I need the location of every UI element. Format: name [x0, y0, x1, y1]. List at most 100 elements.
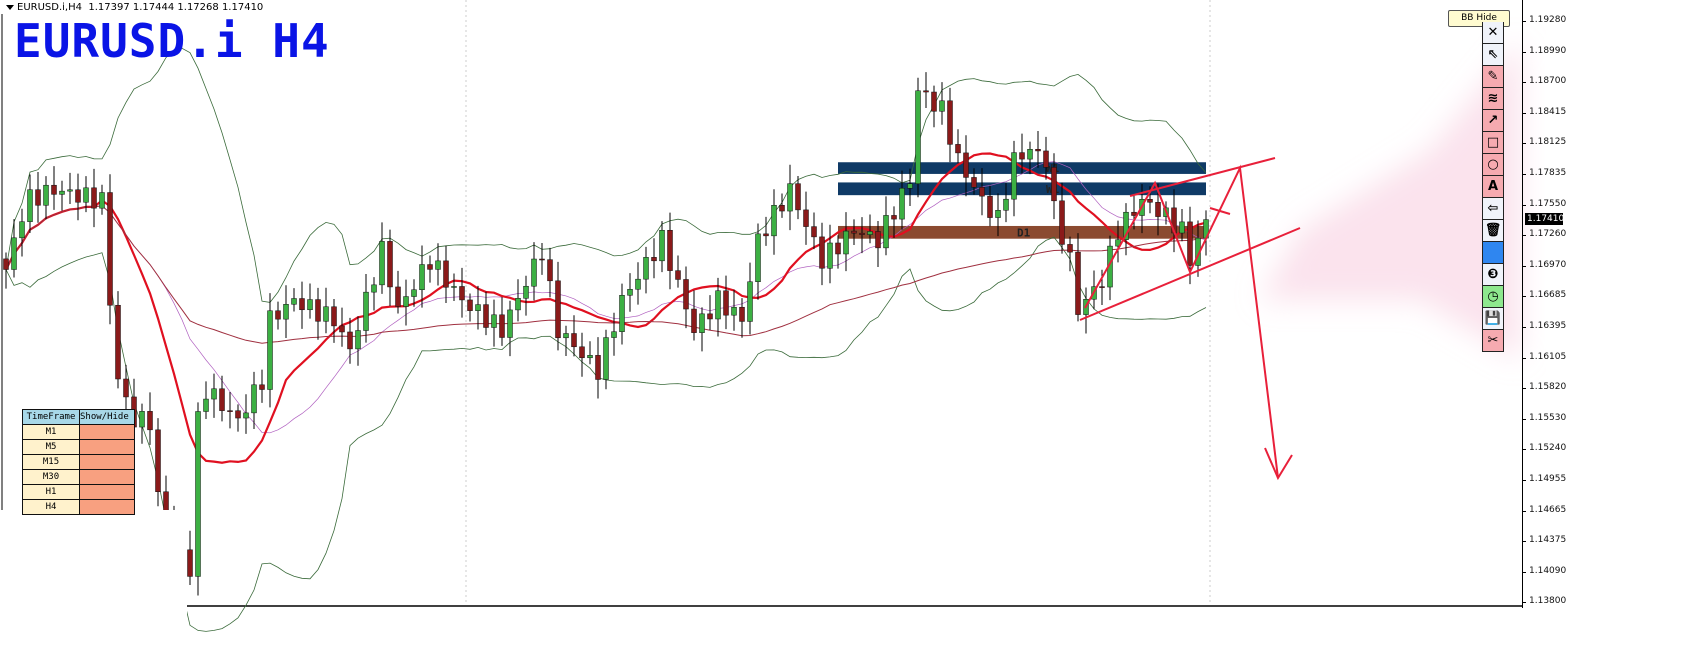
timeframe-table: TimeFrame Show/Hide M1 M5 M15 M30 H1 H4 — [22, 409, 135, 515]
price-label: 1.15240 — [1521, 443, 1567, 454]
symbol-label: EURUSD.i,H4 — [17, 2, 82, 13]
candle — [923, 72, 929, 108]
moving-average-fast — [5, 152, 1207, 464]
pencil-button[interactable]: ✎ — [1482, 66, 1504, 88]
candle — [539, 242, 545, 275]
candle — [955, 129, 961, 164]
trend-drawings[interactable] — [1079, 157, 1301, 481]
show-hide-toggle[interactable] — [79, 454, 135, 470]
color-swatch-button[interactable] — [1482, 242, 1504, 264]
candle — [3, 252, 9, 289]
candle — [707, 295, 713, 331]
candle — [107, 174, 113, 325]
candle — [843, 212, 849, 272]
candle — [531, 242, 537, 301]
timeframe-label: M15 — [22, 454, 80, 470]
candle — [851, 219, 857, 245]
price-label: 1.17835 — [1521, 168, 1567, 178]
rectangle-button[interactable]: □ — [1482, 132, 1504, 154]
wave-lines-button[interactable]: ≋ — [1482, 88, 1504, 110]
candle — [595, 337, 601, 399]
timeframe-label: H4 — [22, 499, 80, 515]
candle — [187, 530, 193, 585]
candle — [139, 403, 145, 444]
candle — [619, 283, 625, 345]
candle — [1035, 131, 1041, 168]
candle — [91, 168, 97, 228]
candle — [723, 275, 729, 330]
candle — [563, 325, 569, 356]
candle — [251, 371, 257, 429]
arrow-icon: ↗ — [1487, 113, 1499, 128]
price-label: 1.18415 — [1521, 106, 1567, 117]
show-hide-toggle[interactable] — [79, 469, 135, 485]
zone-w1[interactable] — [838, 182, 1206, 196]
close-button[interactable]: ✕ — [1482, 22, 1504, 44]
candle — [755, 223, 761, 300]
price-axis-line — [1522, 0, 1523, 608]
number-three-button[interactable]: ❸ — [1482, 264, 1504, 286]
save-icon: 💾 — [1484, 311, 1502, 326]
price-label: 1.13800 — [1521, 596, 1567, 607]
show-hide-toggle[interactable] — [79, 439, 135, 455]
candle — [683, 266, 689, 329]
zone-d1[interactable] — [838, 225, 1206, 239]
candle — [587, 341, 593, 365]
save-button[interactable]: 💾 — [1482, 308, 1504, 330]
scissors-button[interactable]: ✂ — [1482, 330, 1504, 352]
show-hide-toggle[interactable] — [79, 484, 135, 500]
candle — [195, 402, 201, 596]
circle-button[interactable]: ○ — [1482, 154, 1504, 176]
clock-button[interactable]: ◷ — [1482, 286, 1504, 308]
rectangle-icon: □ — [1486, 135, 1500, 150]
candle — [427, 255, 433, 283]
arrow-button[interactable]: ↗ — [1482, 110, 1504, 132]
price-label: 1.14375 — [1521, 535, 1567, 546]
drawing-toolbar: ✕ ⇖ ✎ ≋ ↗ □ ○ A ⇦ 🗑 ❸ ◷ 💾 ✂ — [1482, 22, 1504, 352]
candle — [51, 166, 57, 210]
candle — [323, 287, 329, 334]
trash-button[interactable]: 🗑 — [1482, 220, 1504, 242]
bookmark-arrow-button[interactable]: ⇦ — [1482, 198, 1504, 220]
candle — [507, 300, 513, 357]
trash-icon: 🗑 — [1484, 223, 1502, 238]
dropdown-triangle-icon[interactable] — [6, 4, 14, 10]
candle — [1059, 182, 1065, 254]
candle — [867, 214, 873, 244]
candle — [307, 283, 313, 319]
candle — [523, 275, 529, 316]
candle — [995, 193, 1001, 237]
price-label: 1.18700 — [1521, 76, 1567, 87]
show-hide-toggle[interactable] — [79, 499, 135, 515]
timeframe-row: M1 — [22, 424, 135, 440]
candle — [859, 217, 865, 254]
candle — [243, 394, 249, 434]
candle — [467, 293, 473, 322]
candle — [611, 312, 617, 356]
show-hide-toggle[interactable] — [79, 424, 135, 440]
candle — [555, 261, 561, 351]
moving-average-slow — [5, 205, 1207, 344]
timeframe-row: M5 — [22, 439, 135, 455]
wave-lines-icon: ≋ — [1487, 91, 1499, 106]
candle — [259, 369, 265, 403]
candle — [35, 172, 41, 223]
candle — [763, 216, 769, 246]
candle — [11, 219, 17, 278]
candle — [475, 285, 481, 330]
text-icon: A — [1487, 179, 1499, 194]
timeframe-row: M15 — [22, 454, 135, 470]
text-button[interactable]: A — [1482, 176, 1504, 198]
candle — [331, 299, 337, 343]
candle — [963, 135, 969, 197]
candle — [579, 332, 585, 377]
candle — [123, 364, 129, 416]
candle — [219, 375, 225, 422]
col-header-show-hide: Show/Hide — [79, 409, 135, 425]
pointer-button[interactable]: ⇖ — [1482, 44, 1504, 66]
candle — [347, 317, 353, 364]
candle — [67, 172, 73, 205]
candle — [827, 224, 833, 284]
price-label: 1.19280 — [1521, 15, 1567, 25]
